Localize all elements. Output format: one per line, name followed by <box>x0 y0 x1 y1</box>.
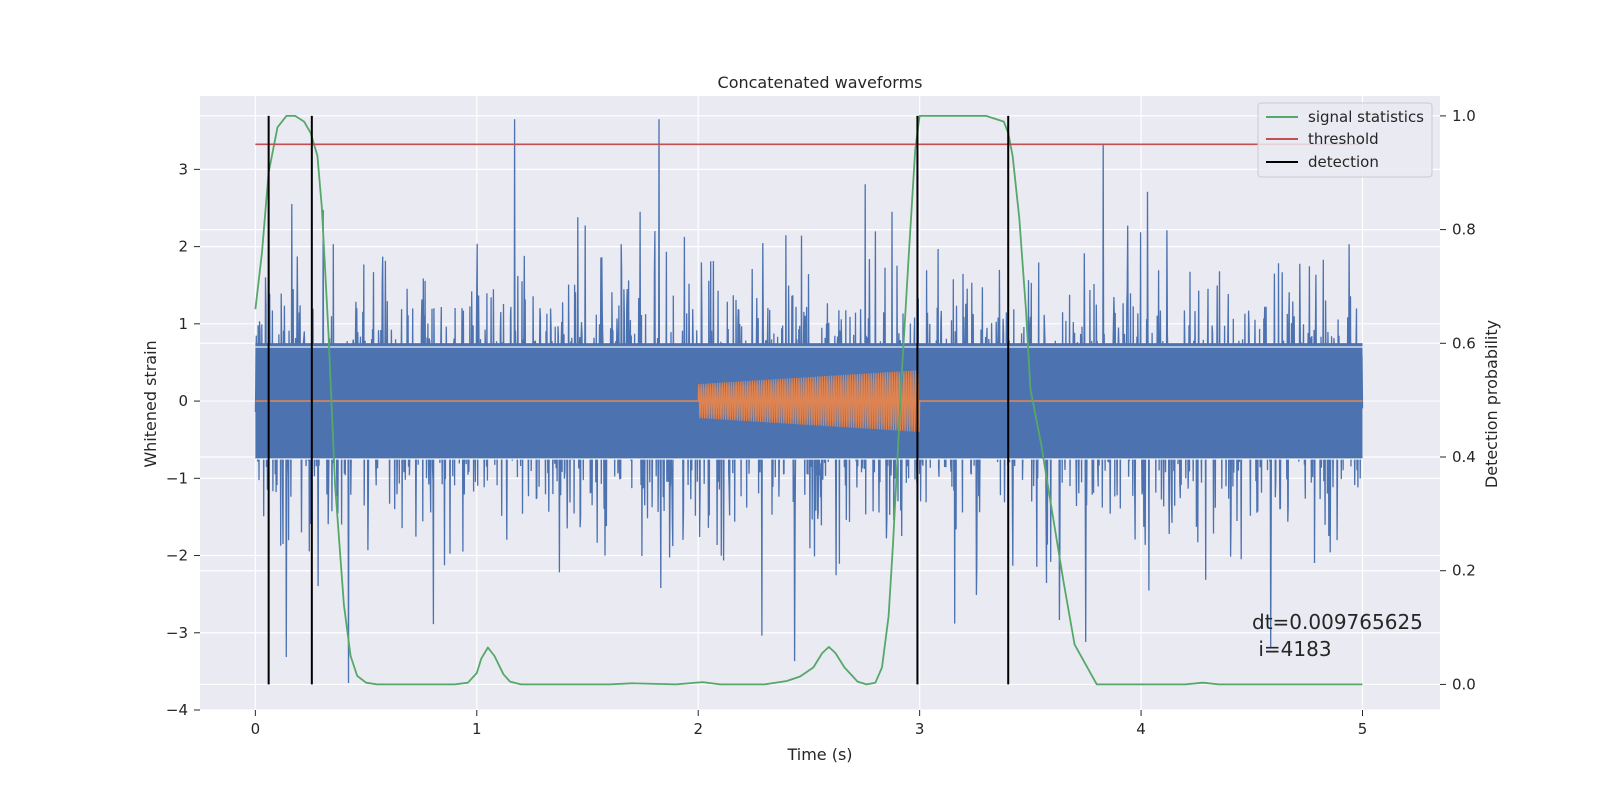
y2-tick-label: 0.0 <box>1452 675 1476 693</box>
x-tick-label: 2 <box>693 720 703 738</box>
annotation-dt: dt=0.009765625 <box>1252 610 1423 634</box>
x-tick-label: 3 <box>915 720 925 738</box>
legend: signal statistics threshold detection <box>1257 102 1433 178</box>
y-tick-label: −1 <box>166 469 188 487</box>
x-tick-label: 1 <box>472 720 482 738</box>
y2-tick-label: 0.8 <box>1452 221 1476 239</box>
injected-waveform-line <box>697 370 921 432</box>
y-tick-label: −3 <box>166 624 188 642</box>
y-tick-label: −2 <box>166 547 188 565</box>
y-tick-label: 3 <box>178 160 188 178</box>
y-tick-label: 2 <box>178 238 188 256</box>
y-tick-label: 0 <box>178 392 188 410</box>
chart-title: Concatenated waveforms <box>718 73 923 92</box>
legend-label-detection: detection <box>1308 153 1379 171</box>
data-layer <box>254 115 1364 686</box>
legend-label-threshold: threshold <box>1308 130 1379 148</box>
legend-box <box>1257 102 1433 178</box>
y-axis-label: Whitened strain <box>141 340 160 467</box>
annotation-index: i=4183 <box>1252 637 1332 661</box>
y2-axis-label: Detection probability <box>1482 320 1501 488</box>
signal-statistics-line <box>254 115 1363 686</box>
legend-label-signal-statistics: signal statistics <box>1308 108 1424 126</box>
y2-tick-label: 0.4 <box>1452 448 1476 466</box>
x-tick-label: 0 <box>251 720 261 738</box>
x-axis-label: Time (s) <box>786 745 852 764</box>
x-axis: 0 1 2 3 4 5 <box>251 710 1368 738</box>
y-tick-label: −4 <box>166 701 188 719</box>
x-tick-label: 4 <box>1136 720 1146 738</box>
y2-tick-label: 0.6 <box>1452 334 1476 352</box>
y2-tick-label: 0.2 <box>1452 562 1476 580</box>
y2-tick-label: 1.0 <box>1452 107 1476 125</box>
x-tick-label: 5 <box>1358 720 1368 738</box>
y-axis-left: −4 −3 −2 −1 0 1 2 3 <box>166 160 200 719</box>
y-tick-label: 1 <box>178 315 188 333</box>
y-axis-right: 0.0 0.2 0.4 0.6 0.8 1.0 <box>1440 107 1476 693</box>
